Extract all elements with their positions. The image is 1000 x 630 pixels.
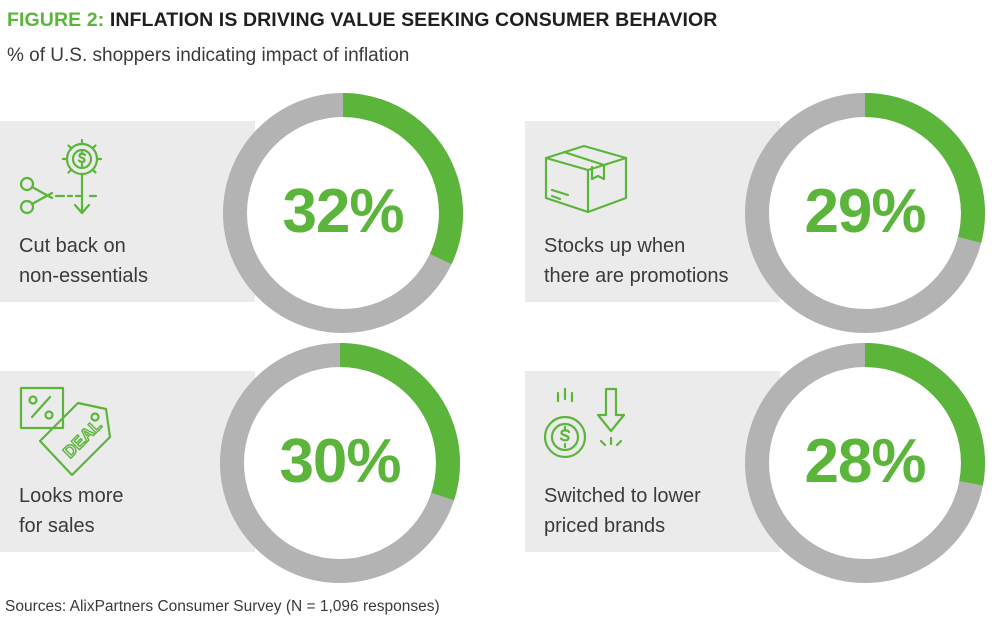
donut-ring bbox=[223, 93, 463, 333]
stat-card-stocks-up: Stocks up when there are promotions 29% bbox=[525, 93, 995, 343]
stat-card-panel bbox=[0, 371, 255, 552]
donut-value-arc bbox=[745, 343, 985, 583]
percent-value: 29% bbox=[804, 177, 926, 246]
donut-value-arc bbox=[223, 93, 463, 333]
stat-card-looks-for-sales: DEAL Looks more for sales 30% bbox=[0, 343, 470, 593]
svg-text:DEAL: DEAL bbox=[59, 416, 105, 462]
figure-title: FIGURE 2: INFLATION IS DRIVING VALUE SEE… bbox=[7, 9, 717, 32]
scissors-gear-dollar-icon bbox=[19, 138, 103, 215]
box-package-icon bbox=[544, 144, 628, 214]
donut-ring bbox=[745, 93, 985, 333]
stat-label: Stocks up when there are promotions bbox=[544, 235, 729, 287]
donut-ring bbox=[220, 343, 460, 583]
figure-title-main: INFLATION IS DRIVING VALUE SEEKING CONSU… bbox=[104, 9, 718, 31]
donut-ring bbox=[745, 343, 985, 583]
percent-value: 32% bbox=[282, 177, 404, 246]
coin-down-arrow-icon bbox=[543, 387, 626, 459]
stat-label: Cut back on non-essentials bbox=[19, 235, 148, 287]
percent-value: 30% bbox=[279, 427, 401, 496]
stat-label: Looks more for sales bbox=[19, 485, 124, 537]
stat-card-lower-priced: Switched to lower priced brands 28% bbox=[525, 343, 995, 593]
donut-value-arc bbox=[745, 93, 985, 333]
stat-card-cut-back: Cut back on non-essentials 32% bbox=[0, 93, 470, 343]
donut-value-arc bbox=[220, 343, 460, 583]
source-note: Sources: AlixPartners Consumer Survey (N… bbox=[5, 598, 440, 615]
figure-subtitle: % of U.S. shoppers indicating impact of … bbox=[7, 45, 410, 66]
stat-label: Switched to lower priced brands bbox=[544, 485, 701, 537]
percent-value: 28% bbox=[804, 427, 926, 496]
percent-deal-tag-icon: DEAL bbox=[19, 386, 112, 477]
stat-card-panel bbox=[525, 371, 780, 552]
stat-card-panel bbox=[0, 121, 255, 302]
figure-title-prefix: FIGURE 2: bbox=[7, 9, 105, 31]
